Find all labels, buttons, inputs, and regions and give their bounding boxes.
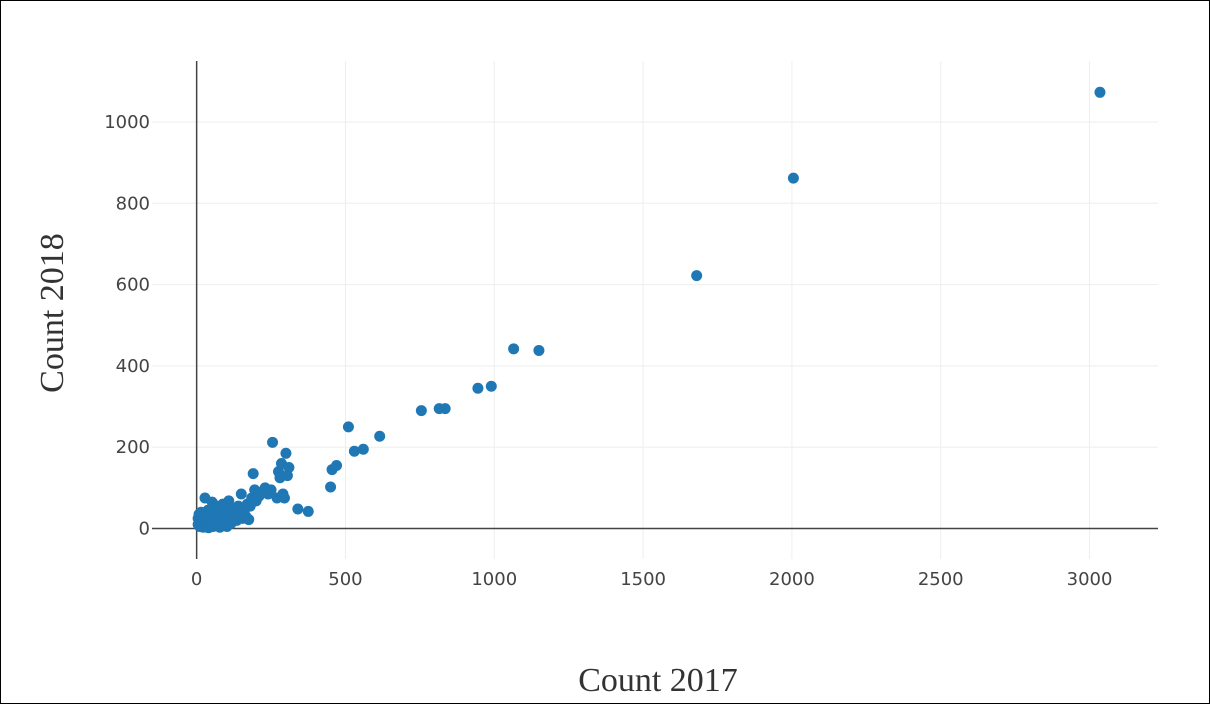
y-tick-label: 0 [139, 519, 150, 540]
y-tick-label: 600 [116, 275, 150, 296]
data-point [283, 462, 295, 474]
y-axis-title: Count 2018 [34, 233, 71, 393]
y-tick-label: 800 [116, 193, 150, 214]
zero-lines [152, 61, 1158, 559]
y-tick-labels: 0 200 400 600 800 1000 [104, 112, 150, 540]
data-point [508, 343, 520, 355]
data-point [472, 382, 484, 394]
x-tick-label: 2500 [918, 569, 964, 590]
x-tick-label: 500 [328, 569, 362, 590]
data-point [439, 403, 451, 415]
gridlines [152, 61, 1158, 559]
data-point [342, 421, 354, 433]
data-point [485, 380, 497, 392]
data-point [243, 514, 255, 526]
data-point [281, 470, 293, 482]
data-point [278, 492, 290, 504]
y-tick-label: 1000 [104, 112, 150, 133]
x-tick-labels: 0 500 1000 1500 2000 2500 3000 [191, 569, 1113, 590]
x-tick-label: 1000 [471, 569, 517, 590]
data-point [1094, 86, 1106, 98]
data-point [357, 443, 369, 455]
x-axis-title: Count 2017 [578, 662, 738, 699]
x-tick-label: 0 [191, 569, 202, 590]
x-tick-label: 1500 [620, 569, 666, 590]
data-point [374, 430, 386, 442]
data-point [787, 172, 799, 184]
x-tick-label: 2000 [769, 569, 815, 590]
data-point [302, 505, 314, 517]
data-point [533, 344, 545, 356]
data-point [292, 503, 304, 515]
data-point [265, 484, 277, 496]
data-point [415, 405, 427, 417]
data-point [325, 481, 337, 493]
data-point [331, 459, 343, 471]
y-tick-label: 400 [116, 356, 150, 377]
data-points [192, 86, 1106, 534]
x-tick-label: 3000 [1067, 569, 1113, 590]
data-point [691, 270, 703, 282]
y-tick-label: 200 [116, 437, 150, 458]
data-point [280, 447, 292, 459]
data-point [247, 468, 259, 480]
data-point [348, 445, 360, 457]
data-point [267, 436, 279, 448]
data-point [235, 488, 247, 500]
